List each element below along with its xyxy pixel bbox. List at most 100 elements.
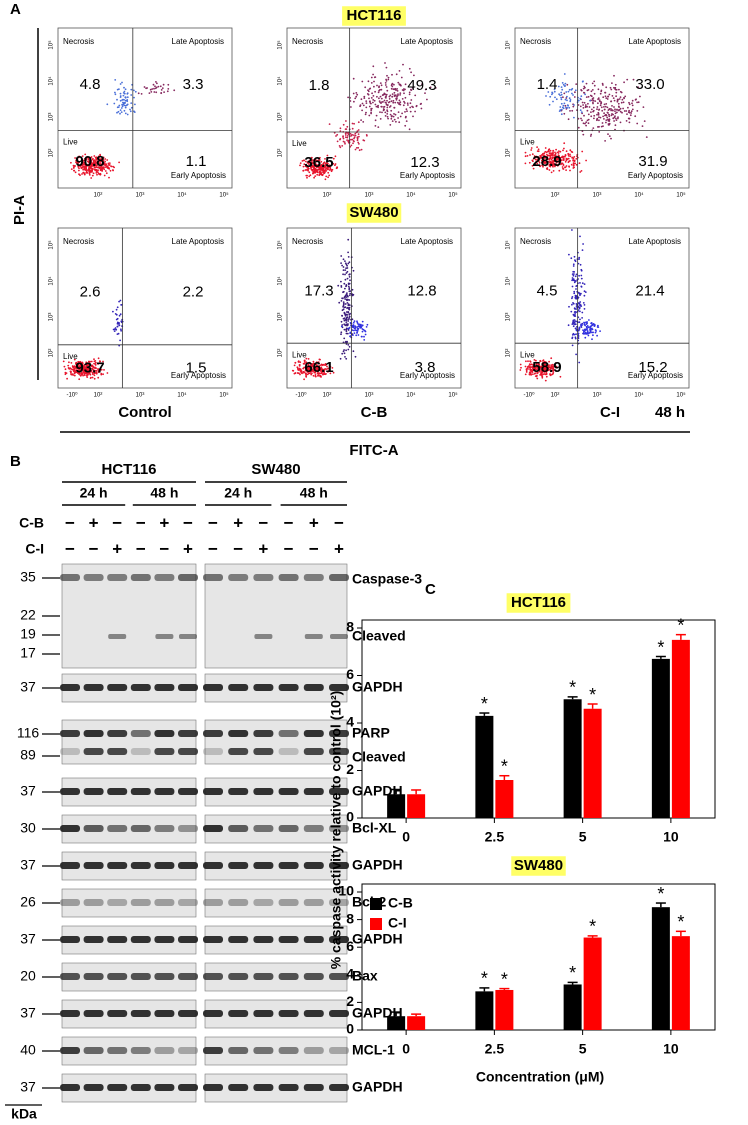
event-dot xyxy=(631,108,634,111)
event-dot xyxy=(544,162,546,165)
event-dot xyxy=(313,364,316,366)
event-dot xyxy=(345,120,347,122)
event-dot xyxy=(97,376,100,379)
event-dot xyxy=(614,108,616,111)
event-dot xyxy=(593,117,595,120)
event-dot xyxy=(520,366,522,369)
event-dot xyxy=(89,366,91,369)
event-dot xyxy=(561,106,564,109)
event-dot xyxy=(320,363,323,366)
event-dot xyxy=(545,151,548,154)
event-dot xyxy=(100,165,103,168)
event-dot xyxy=(296,366,299,369)
band xyxy=(303,936,324,943)
event-dot xyxy=(591,108,593,111)
event-dot xyxy=(301,160,304,162)
event-dot xyxy=(581,119,583,122)
event-dot xyxy=(536,162,539,165)
event-dot xyxy=(592,102,594,105)
event-dot xyxy=(600,102,603,104)
event-dot xyxy=(540,369,542,371)
band xyxy=(130,862,151,869)
event-dot xyxy=(557,154,560,157)
event-dot xyxy=(619,96,622,98)
event-dot xyxy=(394,101,397,104)
event-dot xyxy=(299,373,301,376)
band xyxy=(329,825,349,832)
y-tick-label: 10 xyxy=(338,883,354,899)
event-dot xyxy=(342,258,345,261)
event-dot xyxy=(598,99,601,101)
event-dot xyxy=(93,372,96,375)
band xyxy=(278,899,299,906)
event-dot xyxy=(527,365,530,367)
event-dot xyxy=(386,115,389,118)
event-dot xyxy=(398,70,401,72)
event-dot xyxy=(305,160,307,163)
event-dot xyxy=(353,122,355,125)
event-dot xyxy=(398,121,401,124)
event-dot xyxy=(587,122,590,125)
event-dot xyxy=(345,319,348,322)
event-dot xyxy=(577,306,580,308)
band xyxy=(178,862,198,869)
y-tick-label: 6 xyxy=(346,666,354,682)
event-dot xyxy=(346,314,349,316)
quadrant-label: Late Apoptosis xyxy=(629,37,681,46)
event-dot xyxy=(628,109,630,112)
event-dot xyxy=(99,168,102,171)
event-dot xyxy=(580,292,582,295)
event-dot xyxy=(381,94,384,96)
protein-label: Cleaved xyxy=(352,628,406,644)
event-dot xyxy=(328,156,330,159)
event-dot xyxy=(393,106,396,109)
band xyxy=(60,1010,80,1017)
event-dot xyxy=(383,105,386,108)
event-dot xyxy=(121,81,123,84)
event-dot xyxy=(395,98,398,101)
event-dot xyxy=(313,369,316,372)
event-dot xyxy=(552,367,554,370)
event-dot xyxy=(87,367,90,370)
event-dot xyxy=(604,105,607,108)
event-dot xyxy=(394,113,397,116)
protein-label: PARP xyxy=(352,725,390,741)
event-dot xyxy=(562,156,564,159)
event-dot xyxy=(126,113,129,116)
event-dot xyxy=(549,95,552,98)
event-dot xyxy=(124,96,127,98)
band xyxy=(178,936,198,943)
event-dot xyxy=(88,172,91,175)
event-dot xyxy=(603,106,605,108)
event-dot xyxy=(597,102,599,105)
event-dot xyxy=(102,159,105,162)
band xyxy=(60,936,80,943)
event-dot xyxy=(328,164,331,167)
event-dot xyxy=(593,84,596,87)
dot-cloud xyxy=(524,73,648,174)
event-dot xyxy=(593,114,596,117)
band xyxy=(278,862,299,869)
event-dot xyxy=(347,320,350,322)
axis-tick-label: 10⁴ xyxy=(277,76,284,86)
event-dot xyxy=(575,83,578,85)
event-dot xyxy=(309,368,312,371)
event-dot xyxy=(536,158,539,161)
event-dot xyxy=(360,119,362,121)
event-dot xyxy=(571,109,574,112)
event-dot xyxy=(361,335,363,338)
event-dot xyxy=(548,163,551,166)
event-dot xyxy=(623,96,625,99)
band xyxy=(278,574,299,581)
event-dot xyxy=(566,107,569,109)
event-dot xyxy=(317,362,320,364)
event-dot xyxy=(604,91,607,94)
event-dot xyxy=(396,97,398,100)
event-dot xyxy=(349,132,352,135)
event-dot xyxy=(129,110,132,113)
event-dot xyxy=(106,372,109,374)
kda-marker: 40 xyxy=(20,1042,36,1058)
treatment-sign: + xyxy=(159,513,169,532)
event-dot xyxy=(297,367,299,370)
event-dot xyxy=(591,338,593,341)
